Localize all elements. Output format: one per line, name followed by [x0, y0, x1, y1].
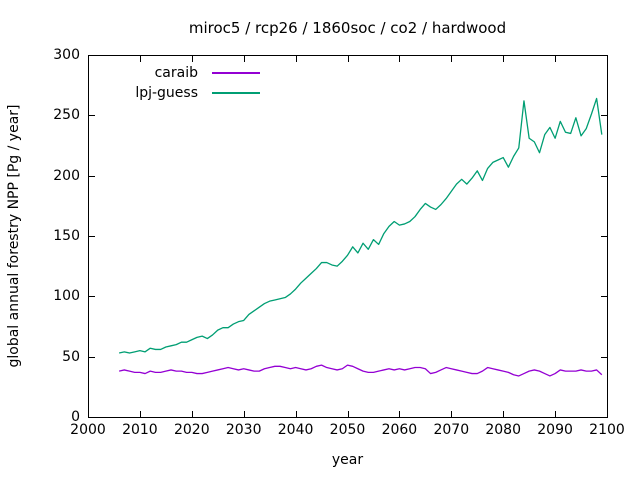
- x-tick-label: 2070: [433, 422, 470, 438]
- x-tick-label: 2000: [70, 422, 106, 438]
- y-tick-label: 250: [53, 107, 80, 124]
- x-tick-label: 2020: [173, 422, 210, 438]
- series-line-caraib: [118, 364, 603, 377]
- legend-line-sample-caraib: [212, 72, 260, 74]
- y-tick-label: 50: [62, 348, 80, 365]
- y-tick-label: 200: [53, 167, 80, 184]
- x-tick-label: 2040: [277, 422, 314, 438]
- x-tick-label: 2080: [485, 422, 521, 438]
- x-axis-label: year: [331, 452, 364, 468]
- plot-border: [88, 55, 608, 418]
- x-tick-label: 2100: [589, 422, 625, 438]
- series-line-lpj-guess: [118, 97, 603, 354]
- x-tick-label: 2050: [329, 422, 366, 438]
- y-tick-label: 300: [53, 47, 80, 63]
- legend-line-sample-lpj-guess: [212, 92, 260, 94]
- x-tick-label: 2010: [122, 422, 158, 438]
- x-tick-label: 2090: [537, 422, 573, 438]
- y-tick-label: 150: [53, 228, 80, 244]
- legend-label-lpj-guess: lpj-guess: [135, 85, 198, 101]
- legend-item-lpj-guess: lpj-guess: [58, 83, 320, 103]
- legend: caraib lpj-guess: [58, 63, 320, 103]
- y-tick-label: 0: [71, 409, 80, 425]
- x-tick-label: 2030: [225, 422, 262, 438]
- legend-item-caraib: caraib: [58, 63, 320, 83]
- legend-label-caraib: caraib: [154, 65, 198, 81]
- y-tick-label: 100: [53, 288, 80, 305]
- chart-title: miroc5 / rcp26 / 1860soc / co2 / hardwoo…: [188, 19, 507, 37]
- x-tick-label: 2060: [381, 422, 418, 438]
